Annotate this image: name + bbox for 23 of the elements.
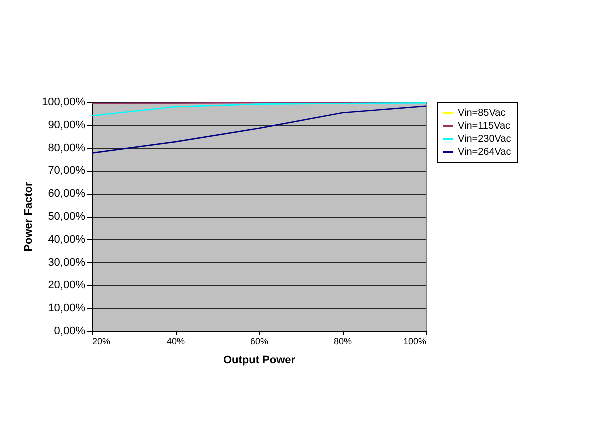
- x-tick-label: 20%: [92, 336, 111, 346]
- y-tick-label: 30,00%: [48, 256, 86, 269]
- y-tick-label: 80,00%: [48, 142, 86, 154]
- x-tick-label: 100%: [403, 336, 426, 346]
- y-axis-title: Power Factor: [23, 181, 36, 252]
- x-tick-label: 40%: [166, 336, 186, 346]
- x-axis-title: Output Power: [223, 354, 296, 366]
- line-series: [91, 106, 427, 154]
- y-tick-label: 10,00%: [48, 302, 86, 315]
- y-tick-label: 70,00%: [48, 165, 86, 178]
- legend-label: Vin=85Vac: [458, 108, 506, 119]
- x-tick-label: 60%: [250, 336, 269, 346]
- y-tick-label: 90,00%: [48, 119, 86, 132]
- y-tick-label: 40,00%: [48, 234, 86, 246]
- y-tick-label: 50,00%: [48, 211, 86, 223]
- y-tick-label: 100,00%: [42, 96, 86, 108]
- y-tick-label: 0,00%: [54, 326, 86, 338]
- legend-label: Vin=230Vac: [458, 134, 512, 145]
- legend-label: Vin=115Vac: [458, 121, 511, 132]
- x-tick-label: 80%: [334, 336, 352, 346]
- legend-label: Vin=264Vac: [458, 147, 512, 158]
- y-tick-label: 60,00%: [48, 188, 86, 200]
- y-tick-label: 20,00%: [48, 280, 86, 292]
